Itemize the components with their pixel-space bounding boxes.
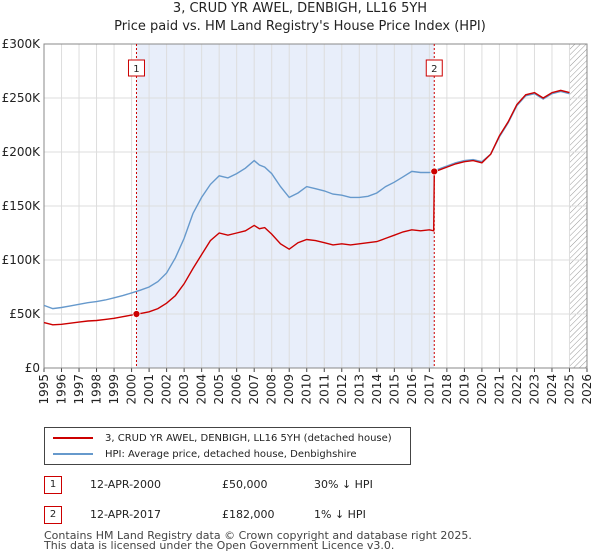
- chart-title: 3, CRUD YR AWEL, DENBIGH, LL16 5YH Price…: [0, 0, 600, 36]
- legend-swatch-property: [53, 437, 93, 439]
- x-tick-label: 2001: [142, 374, 156, 405]
- x-tick-label: 2019: [457, 374, 471, 405]
- sale-point: [132, 310, 141, 318]
- x-tick-label: 2020: [475, 374, 489, 405]
- footer-line-1: Contains HM Land Registry data © Crown c…: [44, 529, 472, 542]
- title-address: 3, CRUD YR AWEL, DENBIGH, LL16 5YH: [172, 1, 428, 16]
- x-tick-label: 2023: [527, 374, 541, 405]
- x-tick-label: 2011: [317, 374, 331, 405]
- x-tick-label: 2026: [580, 374, 594, 405]
- x-tick-label: 2003: [177, 374, 191, 405]
- sale-price: £182,000: [222, 508, 275, 521]
- y-tick-label: £0: [25, 361, 40, 375]
- sale-marker-box: [425, 59, 443, 77]
- x-tick-label: 1997: [72, 374, 86, 405]
- x-tick-label: 1996: [55, 374, 69, 405]
- x-tick-label: 2016: [405, 374, 419, 405]
- chart-legend: 3, CRUD YR AWEL, DENBIGH, LL16 5YH (deta…: [44, 427, 411, 465]
- y-tick-label: £100K: [2, 253, 42, 267]
- title-subtitle: Price paid vs. HM Land Registry's House …: [114, 19, 486, 34]
- x-tick-label: 2002: [160, 374, 174, 405]
- legend-swatch-hpi: [53, 453, 93, 455]
- x-tick-label: 2009: [282, 374, 296, 405]
- sale-date: 12-APR-2017: [90, 508, 162, 521]
- x-tick-label: 2010: [300, 374, 314, 405]
- y-tick-label: £150K: [2, 199, 42, 213]
- x-tick-label: 2018: [440, 374, 454, 405]
- sale-hpi-diff: 30% ↓ HPI: [314, 478, 373, 491]
- x-tick-label: 1998: [90, 374, 104, 405]
- footer-line-2: This data is licensed under the Open Gov…: [44, 539, 395, 552]
- sale-number-badge: 2: [44, 506, 62, 524]
- footer-attribution: Contains HM Land Registry data © Crown c…: [44, 529, 472, 552]
- x-tick-label: 1999: [107, 374, 121, 405]
- sale-marker-box: [127, 59, 145, 77]
- legend-label-hpi: HPI: Average price, detached house, Denb…: [105, 448, 357, 460]
- plot-frame: [43, 43, 588, 369]
- x-tick-label: 2015: [387, 374, 401, 405]
- x-tick-label: 2004: [195, 374, 209, 405]
- x-tick-label: 2014: [370, 374, 384, 405]
- hpi-line: [43, 90, 570, 310]
- x-tick-label: 2013: [352, 374, 366, 405]
- sale-row: 1 12-APR-2000 £50,000 30% ↓ HPI: [44, 476, 464, 496]
- legend-item-hpi: HPI: Average price, detached house, Denb…: [53, 447, 356, 461]
- x-tick-label: 2022: [510, 374, 524, 405]
- x-tick-label: 2012: [335, 374, 349, 405]
- y-tick-label: £250K: [2, 91, 42, 105]
- x-tick-label: 2006: [230, 374, 244, 405]
- x-tick-label: 2025: [562, 374, 576, 405]
- sale-marker-label: 1: [133, 64, 139, 75]
- legend-item-property: 3, CRUD YR AWEL, DENBIGH, LL16 5YH (deta…: [53, 431, 392, 445]
- sale-hpi-diff: 1% ↓ HPI: [314, 508, 366, 521]
- legend-label-property: 3, CRUD YR AWEL, DENBIGH, LL16 5YH (deta…: [105, 432, 392, 444]
- x-tick-label: 2021: [492, 374, 506, 405]
- x-tick-label: 2005: [212, 374, 226, 405]
- sale-number-badge: 1: [44, 476, 62, 494]
- sale-row: 2 12-APR-2017 £182,000 1% ↓ HPI: [44, 506, 464, 526]
- y-tick-label: £300K: [2, 37, 42, 51]
- sale-price: £50,000: [222, 478, 268, 491]
- sale-date: 12-APR-2000: [90, 478, 162, 491]
- y-tick-label: £200K: [2, 145, 42, 159]
- x-tick-label: 1995: [37, 374, 51, 405]
- x-tick-label: 2007: [247, 374, 261, 405]
- y-tick-label: £50K: [9, 307, 41, 321]
- sale-marker-label: 2: [431, 64, 437, 75]
- x-tick-label: 2008: [265, 374, 279, 405]
- sale-point: [430, 167, 439, 176]
- x-tick-label: 2024: [545, 374, 559, 405]
- x-tick-label: 2017: [422, 374, 436, 405]
- x-tick-label: 2000: [125, 374, 139, 405]
